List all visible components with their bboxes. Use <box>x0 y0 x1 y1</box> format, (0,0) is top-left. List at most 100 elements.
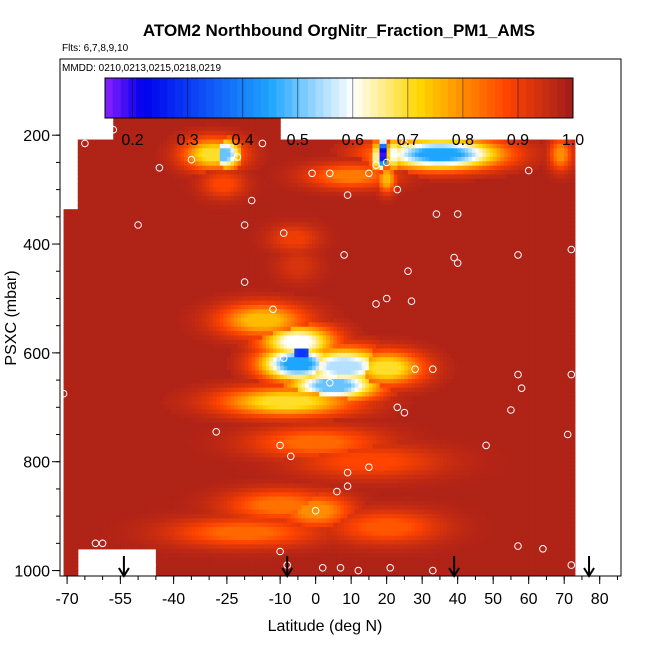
heatmap-cell <box>223 326 228 332</box>
heatmap-cell <box>91 200 97 206</box>
heatmap-cell <box>162 130 168 136</box>
heatmap-cell <box>202 287 207 293</box>
heatmap-cell <box>219 426 224 432</box>
heatmap-cell <box>194 553 200 559</box>
heatmap-cell <box>123 457 129 463</box>
heatmap-cell <box>212 448 217 454</box>
heatmap-cell <box>237 300 242 306</box>
heatmap-cell <box>134 278 139 284</box>
heatmap-cell <box>141 544 146 550</box>
heatmap-cell <box>148 239 153 245</box>
heatmap-cell <box>209 139 214 145</box>
heatmap-cell <box>138 122 143 128</box>
heatmap-cell <box>77 522 82 528</box>
heatmap-cell <box>187 217 192 223</box>
heatmap-cell <box>184 457 189 463</box>
heatmap-cell <box>226 165 232 171</box>
heatmap-cell <box>131 439 136 445</box>
heatmap-cell <box>120 474 125 480</box>
heatmap-cell <box>162 365 168 371</box>
heatmap-cell <box>180 457 185 463</box>
heatmap-cell <box>91 326 97 332</box>
heatmap-cell <box>88 426 93 432</box>
heatmap-cell <box>95 431 100 437</box>
heatmap-cell <box>180 361 185 367</box>
heatmap-cell <box>70 374 75 380</box>
heatmap-cell <box>116 213 121 219</box>
heatmap-cell <box>134 344 139 350</box>
heatmap-cell <box>81 161 86 167</box>
heatmap-cell <box>162 335 168 341</box>
heatmap-cell <box>155 561 161 567</box>
heatmap-cell <box>223 130 228 136</box>
heatmap-cell <box>194 165 200 171</box>
heatmap-cell <box>63 570 68 576</box>
heatmap-cell <box>230 200 235 206</box>
heatmap-cell <box>113 527 118 532</box>
heatmap-cell <box>170 174 175 180</box>
heatmap-cell <box>120 296 125 302</box>
heatmap-cell <box>145 235 150 241</box>
heatmap-cell <box>91 370 97 376</box>
heatmap-cell <box>95 405 100 411</box>
heatmap-cell <box>184 178 189 184</box>
heatmap-cell <box>84 235 89 241</box>
heatmap-cell <box>202 466 207 472</box>
heatmap-cell <box>226 470 232 476</box>
heatmap-cell <box>205 326 210 332</box>
heatmap-cell <box>127 453 132 458</box>
heatmap-cell <box>184 418 189 424</box>
heatmap-cell <box>131 483 136 489</box>
heatmap-cell <box>177 513 182 519</box>
heatmap-cell <box>141 470 146 476</box>
heatmap-cell <box>219 196 224 202</box>
heatmap-cell <box>162 135 168 141</box>
heatmap-cell <box>212 370 217 376</box>
heatmap-cell <box>209 331 214 337</box>
heatmap-cell <box>77 453 82 458</box>
heatmap-cell <box>241 152 246 158</box>
heatmap-cell <box>191 244 196 249</box>
heatmap-cell <box>77 396 82 402</box>
heatmap-cell <box>67 448 72 454</box>
heatmap-cell <box>230 357 235 363</box>
heatmap-cell <box>74 304 79 310</box>
heatmap-cell <box>113 130 118 136</box>
heatmap-cell <box>138 143 143 149</box>
heatmap-cell <box>148 291 153 297</box>
heatmap-cell <box>138 505 143 511</box>
heatmap-cell <box>205 331 210 337</box>
heatmap-cell <box>205 174 210 180</box>
heatmap-cell <box>177 405 182 411</box>
heatmap-cell <box>148 409 153 415</box>
heatmap-cell <box>131 139 136 145</box>
heatmap-cell <box>159 313 164 319</box>
heatmap-cell <box>77 335 82 341</box>
heatmap-cell <box>106 156 111 162</box>
heatmap-cell <box>230 122 235 128</box>
heatmap-cell <box>145 392 150 398</box>
heatmap-cell <box>162 161 168 167</box>
heatmap-cell <box>102 313 107 319</box>
heatmap-cell <box>216 230 221 236</box>
heatmap-cell <box>113 217 118 223</box>
heatmap-cell <box>233 152 239 158</box>
heatmap-cell <box>177 548 182 554</box>
heatmap-cell <box>131 265 136 271</box>
heatmap-cell <box>106 257 111 263</box>
heatmap-cell <box>67 466 72 472</box>
heatmap-cell <box>74 274 79 280</box>
heatmap-cell <box>145 466 150 472</box>
heatmap-cell <box>131 383 136 389</box>
heatmap-cell <box>173 117 178 123</box>
heatmap-cell <box>180 496 185 502</box>
heatmap-cell <box>205 405 210 411</box>
heatmap-cell <box>237 183 242 189</box>
heatmap-cell <box>99 244 104 249</box>
heatmap-cell <box>194 257 200 263</box>
heatmap-cell <box>184 513 189 519</box>
heatmap-cell <box>141 204 146 210</box>
heatmap-cell <box>237 570 242 576</box>
heatmap-cell <box>202 483 207 489</box>
heatmap-cell <box>127 409 132 415</box>
